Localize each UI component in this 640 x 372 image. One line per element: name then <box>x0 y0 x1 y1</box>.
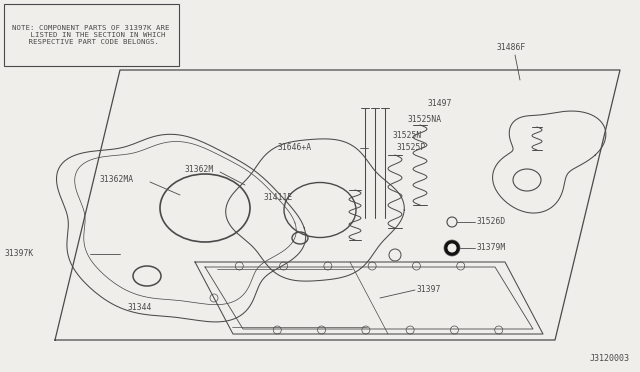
Text: NOTE: COMPONENT PARTS OF 31397K ARE
   LISTED IN THE SECTION IN WHICH
 RESPECTIV: NOTE: COMPONENT PARTS OF 31397K ARE LIST… <box>12 25 170 45</box>
Text: 31525NA: 31525NA <box>408 115 442 125</box>
Text: 31379M: 31379M <box>477 244 506 253</box>
Text: 31526D: 31526D <box>477 218 506 227</box>
Text: 31497: 31497 <box>428 99 452 108</box>
Circle shape <box>448 244 456 252</box>
Text: 31486F: 31486F <box>497 44 526 52</box>
Text: 31344: 31344 <box>128 302 152 311</box>
Text: 31397K: 31397K <box>5 250 35 259</box>
FancyBboxPatch shape <box>4 4 179 66</box>
Text: 31525N: 31525N <box>393 131 422 140</box>
Text: 31362MA: 31362MA <box>100 176 134 185</box>
Text: 31397: 31397 <box>417 285 442 295</box>
Text: 31646+A: 31646+A <box>278 144 312 153</box>
Text: 31411E: 31411E <box>264 193 293 202</box>
Text: J3120003: J3120003 <box>590 354 630 363</box>
Text: 31362M: 31362M <box>185 166 214 174</box>
Text: 31525P: 31525P <box>397 144 426 153</box>
Circle shape <box>444 240 460 256</box>
